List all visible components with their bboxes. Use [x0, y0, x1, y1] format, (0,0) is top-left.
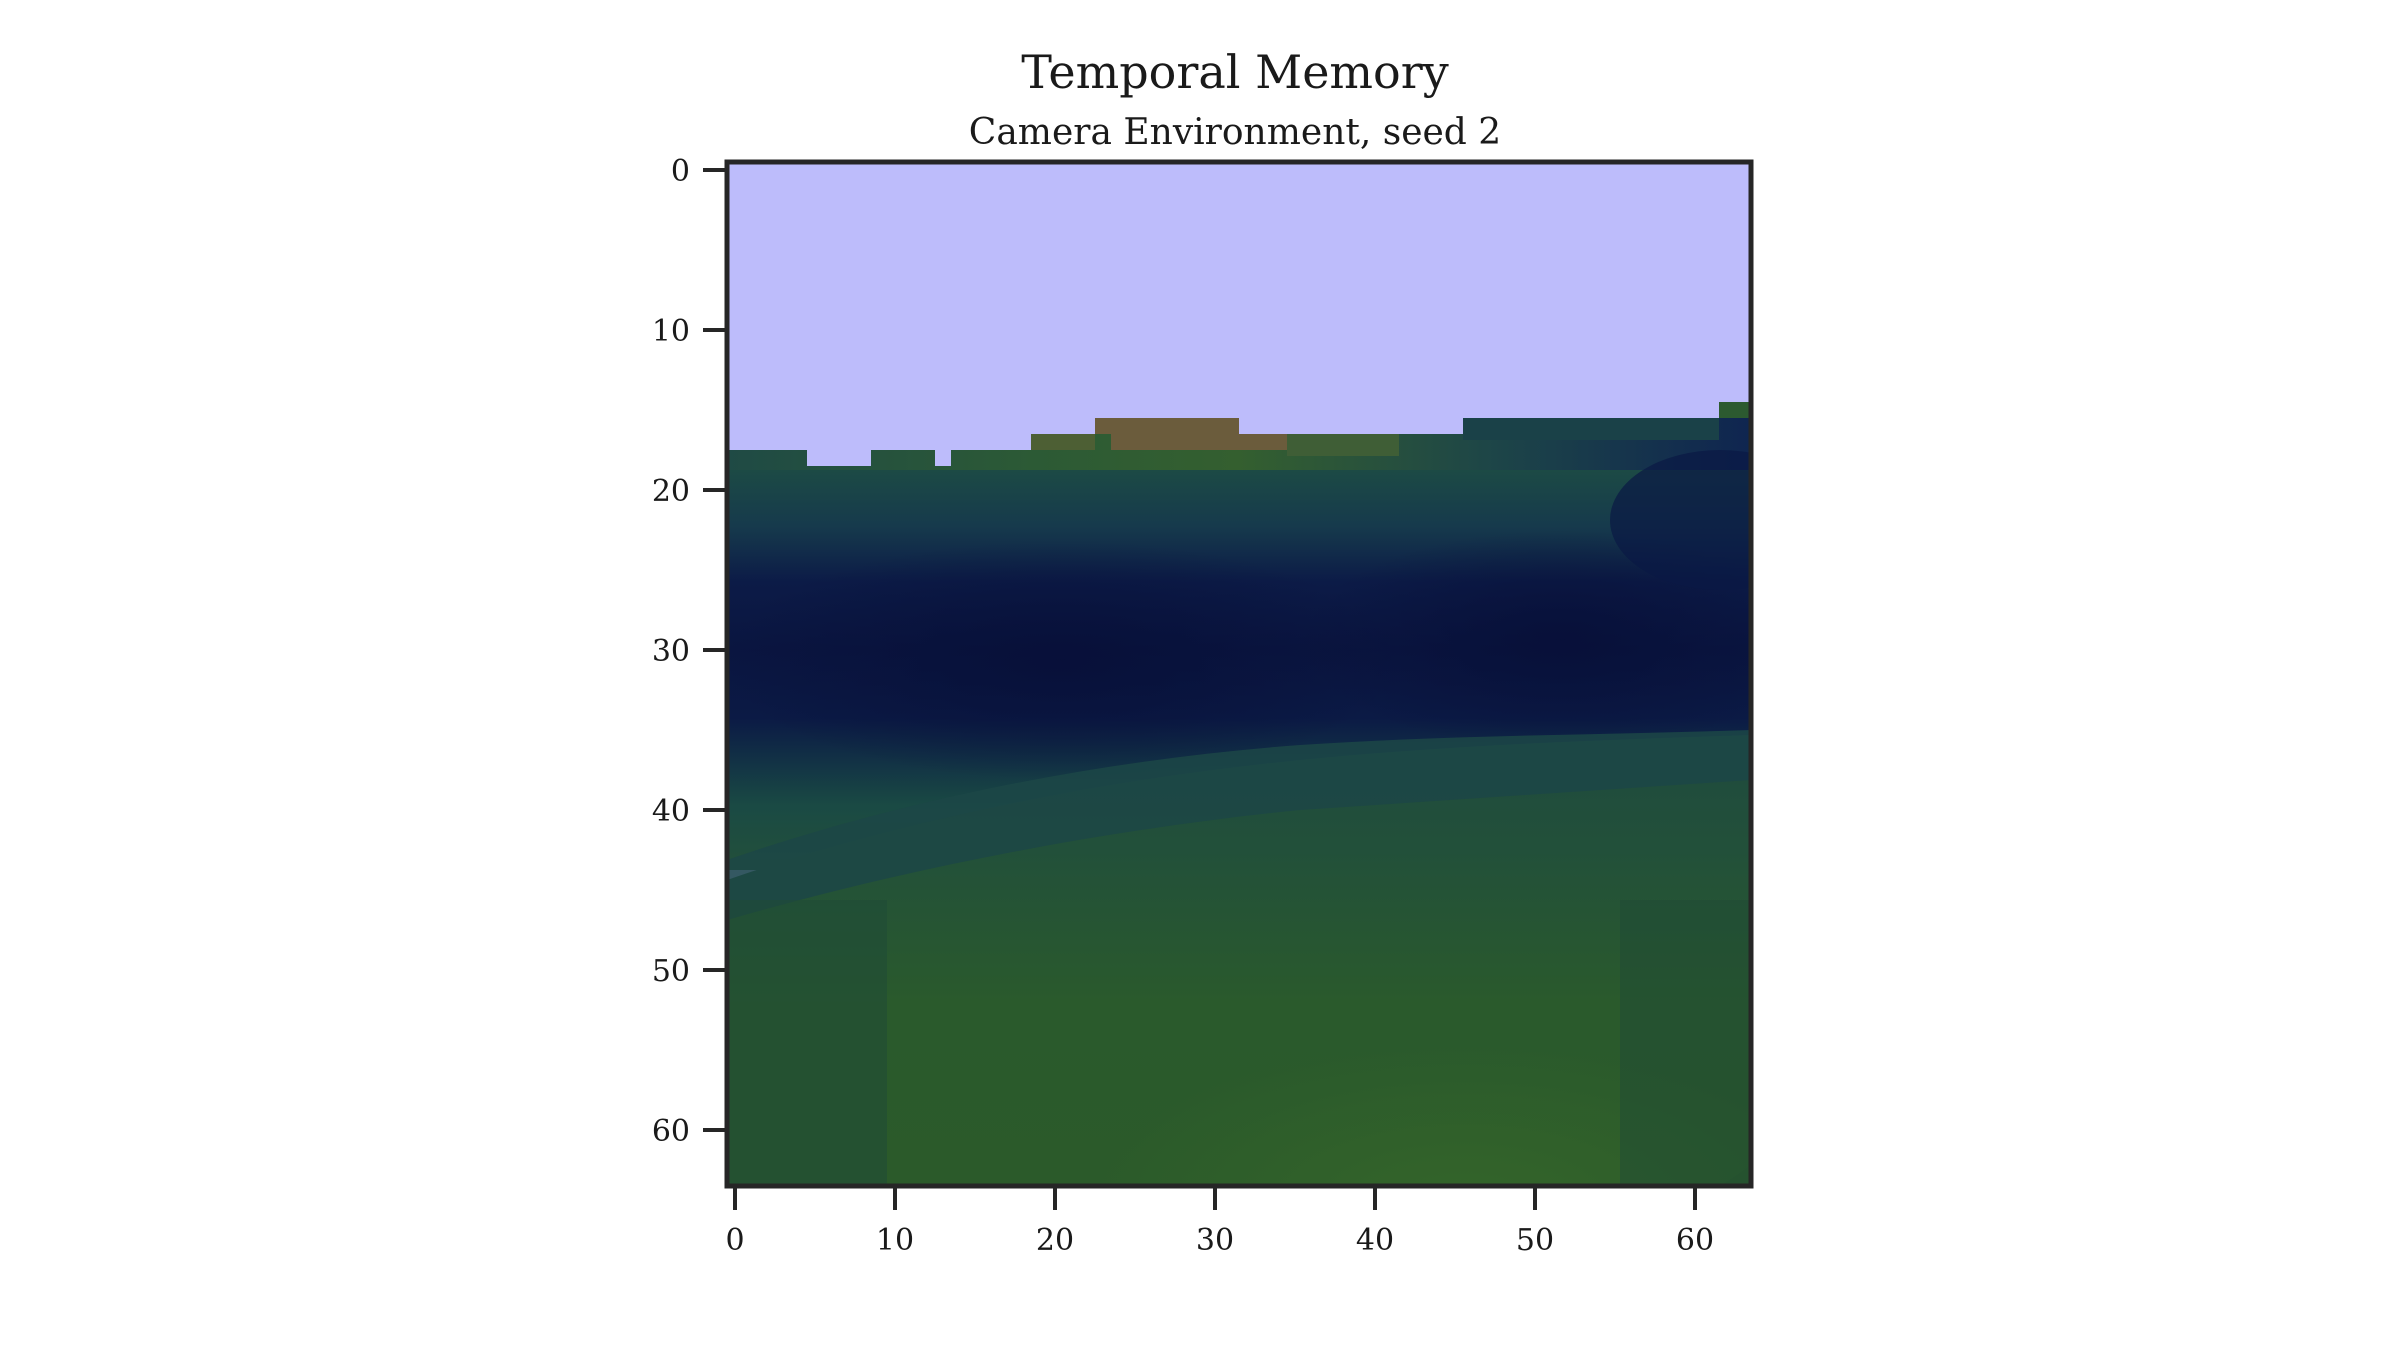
x-tick-label: 20 [1036, 1223, 1074, 1258]
camera-image [727, 162, 1751, 1186]
y-tick-label: 10 [652, 314, 690, 349]
y-tick-label: 30 [652, 634, 690, 669]
y-tick-label: 40 [652, 794, 690, 829]
plot-frame [724, 159, 1754, 1189]
y-axis: 0 10 20 30 40 50 60 [652, 154, 727, 1149]
x-tick-label: 60 [1676, 1223, 1714, 1258]
y-tick-label: 0 [671, 154, 690, 189]
far-land-patch [1095, 418, 1287, 450]
figure-title: Temporal Memory [1021, 45, 1448, 99]
y-tick-label: 60 [652, 1114, 690, 1149]
x-tick-label: 40 [1356, 1223, 1394, 1258]
x-axis: 0 10 20 30 40 50 60 [725, 1186, 1714, 1258]
x-tick-label: 10 [876, 1223, 914, 1258]
y-tick-label: 50 [652, 954, 690, 989]
x-tick-label: 50 [1516, 1223, 1554, 1258]
x-tick-label: 0 [725, 1223, 744, 1258]
figure-subtitle: Camera Environment, seed 2 [969, 112, 1501, 153]
x-tick-label: 30 [1196, 1223, 1234, 1258]
y-tick-label: 20 [652, 474, 690, 509]
